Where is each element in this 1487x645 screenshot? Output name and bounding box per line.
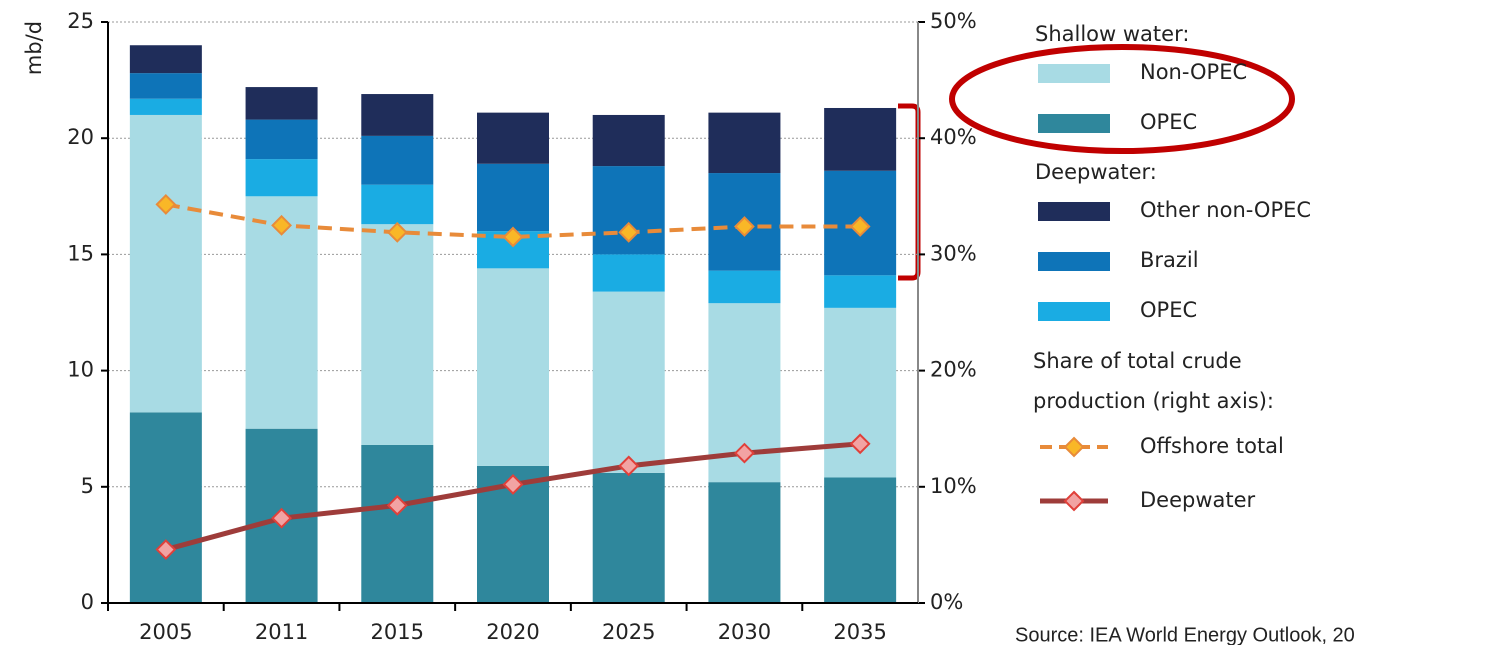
y2-tick-label: 20% (930, 358, 977, 382)
y-tick-label: 0 (81, 590, 94, 614)
y2-tick-label: 10% (930, 474, 977, 498)
bar-segment (245, 87, 318, 120)
marker (618, 455, 640, 477)
bar-segment (592, 472, 665, 603)
legend-swatch (1038, 302, 1110, 321)
legend-label: Offshore total (1140, 434, 1284, 458)
bar-segment (361, 184, 434, 225)
y-tick-label: 10 (67, 358, 94, 382)
y-axis-label: mb/d (22, 21, 46, 75)
marker (271, 507, 292, 529)
bar-segment (477, 112, 549, 164)
legend-label: Non-OPEC (1140, 60, 1247, 84)
legend-label: Other non-OPEC (1140, 198, 1311, 222)
marker (386, 221, 408, 243)
marker (734, 442, 755, 464)
bar-segment (361, 94, 434, 136)
y2-tick-label: 50% (930, 9, 977, 33)
source: Source: IEA World Energy Outlook, 20 (1015, 624, 1355, 645)
bar-segment (129, 73, 202, 99)
marker (386, 494, 408, 516)
marker (849, 216, 871, 237)
bar-segment (824, 275, 897, 308)
legend-marker (1063, 490, 1085, 512)
highlight-bracket (898, 103, 921, 281)
legend-swatch (1038, 202, 1110, 221)
y2-tick-label: 40% (930, 125, 977, 149)
marker (155, 539, 177, 560)
legend-swatch (1038, 64, 1110, 83)
bar-segment (708, 112, 781, 174)
bar-segment (129, 412, 202, 603)
marker (502, 226, 524, 248)
legend-swatch (1038, 114, 1110, 133)
bar-segment (824, 477, 897, 603)
x-tick-label: 2011 (255, 620, 308, 644)
legend-label: OPEC (1140, 298, 1197, 322)
x-tick-label: 2025 (602, 620, 655, 644)
x-tick-label: 2030 (718, 620, 771, 644)
x-tick-label: 2020 (486, 620, 539, 644)
y2-tick-label: 0% (930, 590, 963, 614)
marker (734, 216, 755, 237)
legend-marker (1063, 436, 1085, 458)
y-tick-label: 25 (67, 9, 94, 33)
legend-heading: Deepwater: (1035, 160, 1157, 184)
bar-segment (361, 444, 434, 603)
x-tick-label: 2035 (833, 620, 886, 644)
legend-label: Deepwater (1140, 488, 1256, 512)
marker (502, 474, 524, 495)
bar-segment (708, 482, 781, 603)
bar-segment (592, 114, 665, 167)
bar-segment (361, 135, 434, 185)
x-tick-label: 2005 (139, 620, 192, 644)
bar-segment (129, 114, 202, 413)
y2-tick-label: 30% (930, 241, 977, 265)
bar-segment (361, 224, 434, 445)
y-tick-label: 15 (67, 241, 94, 265)
legend-label: Brazil (1140, 248, 1199, 272)
y-tick-label: 20 (67, 125, 94, 149)
bar-segment (477, 268, 549, 466)
bar-segment (592, 254, 665, 292)
marker (271, 214, 292, 236)
marker (155, 194, 177, 215)
bar-segment (592, 291, 665, 473)
bar-segment (708, 270, 781, 304)
legend-swatch (1038, 252, 1110, 271)
bar-segment (129, 45, 202, 74)
legend-heading: Share of total crude production (right a… (1033, 349, 1274, 413)
y-tick-label: 5 (81, 474, 94, 498)
bar-segment (477, 163, 549, 232)
legend-label: OPEC (1140, 110, 1197, 134)
bar-segment (245, 159, 318, 197)
bar-segment (245, 119, 318, 160)
bar-segment (129, 98, 202, 115)
x-tick-label: 2015 (371, 620, 424, 644)
marker (618, 221, 640, 243)
legend-heading: Shallow water: (1035, 22, 1189, 46)
bar-segment (824, 107, 897, 171)
highlight-ellipse (949, 44, 1295, 154)
marker (849, 433, 871, 455)
